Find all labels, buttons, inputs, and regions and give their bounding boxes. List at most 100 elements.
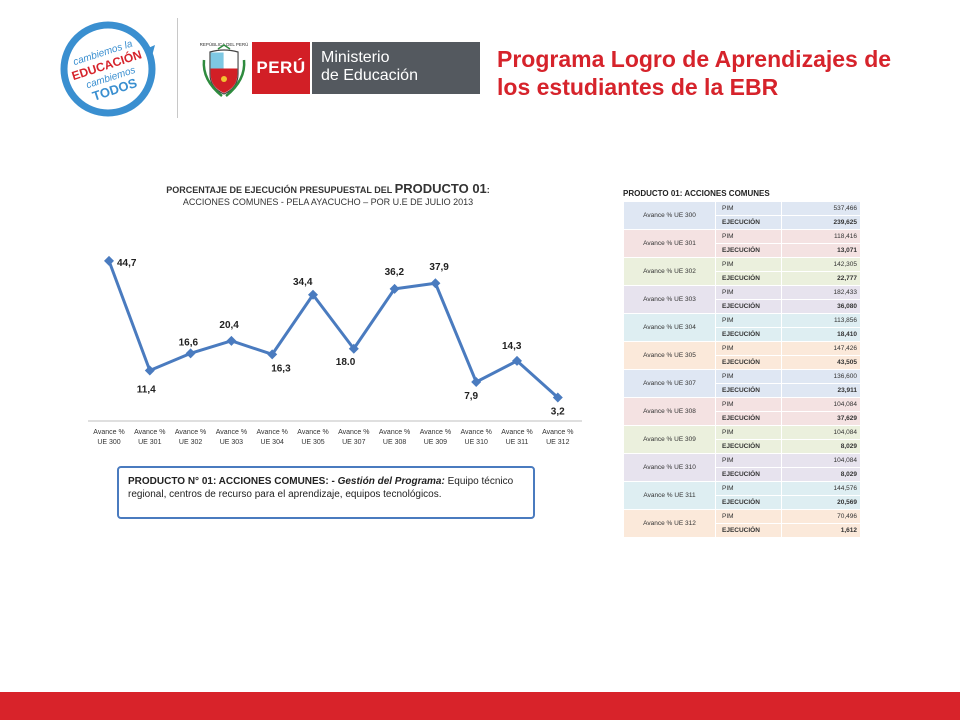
data-label: 16,3 — [271, 363, 291, 374]
table-row: EJECUCIÓN 23,911 — [624, 383, 861, 398]
ejecucion-label: EJECUCIÓN — [715, 355, 782, 370]
x-tick-label: Avance % — [420, 429, 451, 436]
table-row: Avance % UE 300 PIM 537,466 — [623, 201, 861, 230]
x-tick-label: UE 302 — [179, 439, 202, 446]
table-row: EJECUCIÓN 43,505 — [624, 355, 861, 370]
x-tick-label: UE 312 — [546, 439, 569, 446]
x-tick-label: UE 309 — [424, 439, 447, 446]
table-row: Avance % UE 312 PIM 70,496 — [623, 509, 861, 538]
ue-label: Avance % UE 303 — [623, 285, 716, 314]
x-tick-label: Avance % — [257, 429, 288, 436]
table-row: EJECUCIÓN 13,071 — [624, 243, 861, 258]
ministry-label: Ministerio de Educación — [312, 42, 480, 94]
footer-bar — [0, 692, 960, 720]
ue-label: Avance % UE 309 — [623, 425, 716, 454]
pim-value: 104,084 — [781, 425, 861, 440]
x-tick-label: Avance % — [338, 429, 369, 436]
data-label: 34,4 — [293, 277, 313, 288]
ue-label: Avance % UE 300 — [623, 201, 716, 230]
ejecucion-label: EJECUCIÓN — [715, 383, 782, 398]
ministry-line1: Ministerio — [321, 49, 390, 66]
table-row: EJECUCIÓN 18,410 — [624, 327, 861, 342]
ejecucion-value: 1,612 — [781, 523, 861, 538]
table-row: EJECUCIÓN 20,569 — [624, 495, 861, 510]
data-point — [471, 376, 482, 387]
ejecucion-value: 13,071 — [781, 243, 861, 258]
x-tick-label: UE 305 — [301, 439, 324, 446]
data-point — [267, 349, 278, 360]
pim-label: PIM — [715, 481, 782, 496]
data-point — [226, 335, 237, 346]
x-tick-label: Avance % — [216, 429, 247, 436]
ejecucion-label: EJECUCIÓN — [715, 467, 782, 482]
x-tick-label: Avance % — [542, 429, 573, 436]
ejecucion-label: EJECUCIÓN — [715, 327, 782, 342]
data-label: 44,7 — [117, 258, 137, 269]
pim-label: PIM — [715, 229, 782, 244]
pim-label: PIM — [715, 313, 782, 328]
table-row: EJECUCIÓN 239,625 — [624, 215, 861, 230]
x-tick-label: UE 310 — [465, 439, 488, 446]
chart-title-suffix: : — [486, 185, 490, 195]
ejecucion-value: 20,569 — [781, 495, 861, 510]
product-detail: Equipo técnico regional, centros de recu… — [128, 476, 514, 500]
product-program: Gestión del Programa: — [337, 476, 445, 487]
x-tick-label: UE 300 — [97, 439, 120, 446]
pim-label: PIM — [715, 369, 782, 384]
table-row: Avance % UE 310 PIM 104,084 — [623, 453, 861, 482]
data-label: 20,4 — [219, 320, 239, 331]
page-title-line2: los estudiantes de la EBR — [497, 74, 779, 100]
table-row: Avance % UE 305 PIM 147,426 — [623, 341, 861, 370]
x-tick-label: Avance % — [175, 429, 206, 436]
data-label: 11,4 — [137, 384, 156, 395]
ue-label: Avance % UE 307 — [623, 369, 716, 398]
x-tick-label: Avance % — [501, 429, 532, 436]
data-point — [185, 348, 196, 359]
ejecucion-value: 239,625 — [781, 215, 861, 230]
ejecucion-value: 8,029 — [781, 467, 861, 482]
x-tick-label: UE 311 — [506, 439, 529, 446]
product-separator: : - — [325, 476, 338, 487]
pim-value: 113,856 — [781, 313, 861, 328]
ue-label: Avance % UE 310 — [623, 453, 716, 482]
chart-title: PORCENTAJE DE EJECUCIÓN PRESUPUESTAL DEL… — [88, 182, 568, 208]
table-row: EJECUCIÓN 8,029 — [624, 439, 861, 454]
ejecucion-label: EJECUCIÓN — [715, 523, 782, 538]
pim-label: PIM — [715, 201, 782, 216]
data-label: 18.0 — [336, 357, 356, 368]
table-row: EJECUCIÓN 36,080 — [624, 299, 861, 314]
product-description-box: PRODUCTO N° 01: ACCIONES COMUNES: - Gest… — [117, 466, 535, 519]
table-row: Avance % UE 309 PIM 104,084 — [623, 425, 861, 454]
x-tick-label: Avance % — [379, 429, 410, 436]
pim-label: PIM — [715, 285, 782, 300]
ejecucion-value: 36,080 — [781, 299, 861, 314]
ejecucion-label: EJECUCIÓN — [715, 215, 782, 230]
x-tick-label: Avance % — [93, 429, 124, 436]
x-tick-label: UE 301 — [138, 439, 161, 446]
x-tick-label: Avance % — [297, 429, 328, 436]
pim-label: PIM — [715, 397, 782, 412]
coat-of-arms-icon: REPÚBLICA DEL PERÚ — [200, 41, 248, 97]
budget-table: Avance % UE 300 PIM 537,466 EJECUCIÓN 239,62… — [623, 201, 861, 538]
data-point — [308, 289, 318, 300]
chart-subtitle: ACCIONES COMUNES - PELA AYACUCHO – POR U… — [182, 197, 474, 207]
data-label: 36,2 — [385, 267, 405, 278]
ejecucion-label: EJECUCIÓN — [715, 439, 782, 454]
data-label: 7,9 — [464, 391, 478, 402]
pim-value: 136,600 — [781, 369, 861, 384]
table-row: Avance % UE 311 PIM 144,576 — [623, 481, 861, 510]
pim-value: 147,426 — [781, 341, 861, 356]
ejecucion-label: EJECUCIÓN — [715, 495, 782, 510]
x-tick-label: UE 307 — [342, 439, 365, 446]
ue-label: Avance % UE 304 — [623, 313, 716, 342]
pim-label: PIM — [715, 341, 782, 356]
pim-value: 144,576 — [781, 481, 861, 496]
data-point — [430, 278, 441, 289]
x-tick-label: Avance % — [461, 429, 492, 436]
ministry-line2: de Educación — [321, 67, 418, 84]
table-row: Avance % UE 301 PIM 118,416 — [623, 229, 861, 258]
table-row: EJECUCIÓN 1,612 — [624, 523, 861, 538]
ue-label: Avance % UE 302 — [623, 257, 716, 286]
ejecucion-label: EJECUCIÓN — [715, 411, 782, 426]
data-point — [389, 283, 400, 294]
